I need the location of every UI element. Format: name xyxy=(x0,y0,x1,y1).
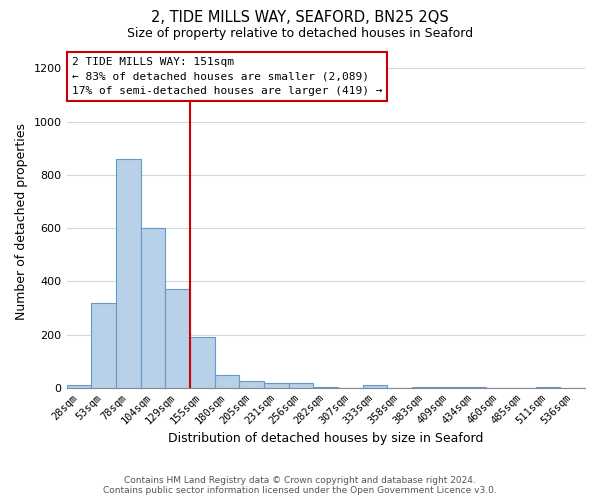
Bar xyxy=(289,382,313,388)
Bar xyxy=(264,382,289,388)
Bar xyxy=(461,386,486,388)
X-axis label: Distribution of detached houses by size in Seaford: Distribution of detached houses by size … xyxy=(168,432,484,445)
Y-axis label: Number of detached properties: Number of detached properties xyxy=(15,123,28,320)
Bar xyxy=(215,374,239,388)
Text: Size of property relative to detached houses in Seaford: Size of property relative to detached ho… xyxy=(127,28,473,40)
Bar xyxy=(165,290,190,388)
Bar xyxy=(116,159,140,388)
Bar xyxy=(313,386,338,388)
Bar xyxy=(140,228,165,388)
Text: 2, TIDE MILLS WAY, SEAFORD, BN25 2QS: 2, TIDE MILLS WAY, SEAFORD, BN25 2QS xyxy=(151,10,449,25)
Text: 2 TIDE MILLS WAY: 151sqm
← 83% of detached houses are smaller (2,089)
17% of sem: 2 TIDE MILLS WAY: 151sqm ← 83% of detach… xyxy=(72,56,382,96)
Bar xyxy=(536,386,560,388)
Bar xyxy=(239,382,264,388)
Bar xyxy=(91,302,116,388)
Bar xyxy=(67,386,91,388)
Bar xyxy=(412,386,437,388)
Bar xyxy=(190,338,215,388)
Bar xyxy=(363,386,388,388)
Text: Contains HM Land Registry data © Crown copyright and database right 2024.
Contai: Contains HM Land Registry data © Crown c… xyxy=(103,476,497,495)
Bar xyxy=(437,386,461,388)
